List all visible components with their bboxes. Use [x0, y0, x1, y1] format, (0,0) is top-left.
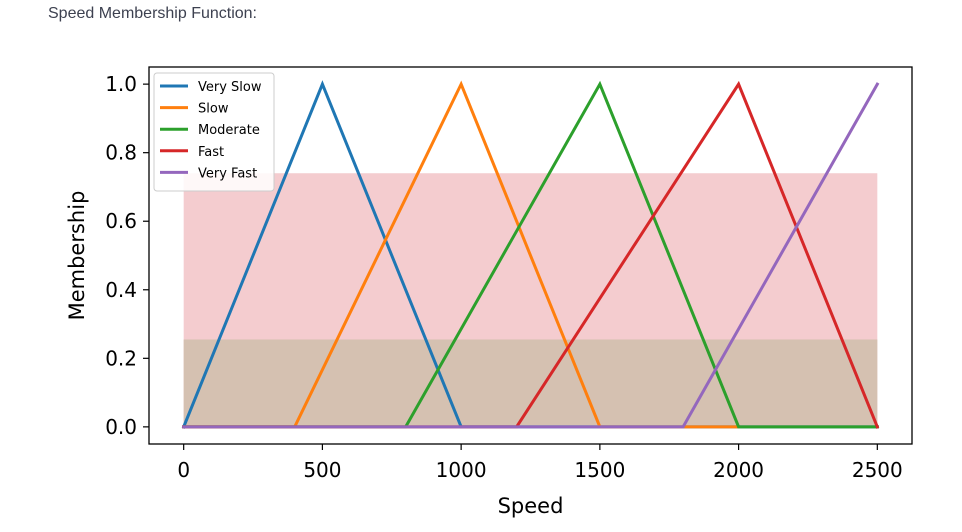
- shaded-bands: [183, 173, 878, 427]
- legend: Very Slow Slow Moderate Fast Very Fast: [153, 72, 275, 192]
- y-tick-label: 1.0: [105, 72, 137, 96]
- chart-caption: Speed Membership Function:: [48, 5, 257, 22]
- y-axis-label: Membership: [65, 191, 89, 321]
- y-axis-ticks: 0.0 0.2 0.4 0.6 0.8 1.0: [105, 72, 149, 439]
- x-tick-label: 2500: [852, 458, 903, 482]
- x-tick-label: 1500: [574, 458, 625, 482]
- y-tick-label: 0.6: [105, 209, 137, 233]
- y-tick-label: 0.4: [105, 278, 137, 302]
- x-axis-ticks: 0 500 1000 1500 2000 2500: [177, 444, 903, 482]
- legend-box: [153, 72, 275, 192]
- y-tick-label: 0.2: [105, 346, 137, 370]
- x-tick-label: 0: [177, 458, 190, 482]
- legend-label-fast: Fast: [198, 145, 224, 160]
- legend-label-moderate: Moderate: [198, 123, 260, 138]
- y-tick-label: 0.8: [105, 141, 137, 165]
- shaded-band-1: [183, 339, 878, 427]
- x-tick-label: 500: [303, 458, 341, 482]
- x-axis-label: Speed: [498, 494, 564, 518]
- x-tick-label: 1000: [436, 458, 487, 482]
- membership-lines: [181, 80, 880, 429]
- plot-frame: [148, 66, 913, 445]
- series-line-very-fast: [182, 82, 880, 429]
- y-tick-label: 0.0: [105, 415, 137, 439]
- legend-label-very-slow: Very Slow: [198, 80, 262, 95]
- legend-label-slow: Slow: [198, 102, 229, 117]
- legend-label-very-fast: Very Fast: [198, 166, 257, 181]
- x-tick-label: 2000: [713, 458, 764, 482]
